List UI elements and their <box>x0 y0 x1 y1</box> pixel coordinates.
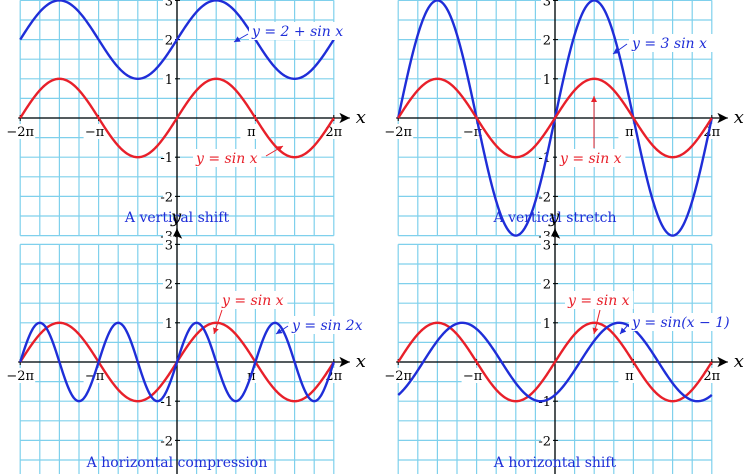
panel-caption: A horizontal shift <box>493 455 617 471</box>
curve-label-bg <box>557 149 626 167</box>
curve-label-pointer <box>265 145 284 157</box>
curve-label: y = sin x <box>195 151 258 167</box>
tick-label-bg <box>541 471 553 474</box>
curve-label: y = sin(x − 1) <box>631 315 730 331</box>
curve-label-bg <box>249 22 348 40</box>
y-tick-label: -2 <box>538 434 551 449</box>
panel-caption: A horizontal compression <box>86 455 268 471</box>
curve-label-bg <box>565 291 634 309</box>
tick-label-bg <box>541 236 553 252</box>
y-tick-label: -1 <box>538 395 551 410</box>
curve-label-bg <box>219 291 288 309</box>
x-axis-label: x <box>356 107 366 128</box>
tick-label-bg <box>383 368 414 383</box>
x-tick-label: −2π <box>6 369 34 384</box>
y-tick-label: 2 <box>543 278 551 293</box>
x-tick-label: −2π <box>384 369 412 384</box>
tick-label-bg <box>5 368 36 383</box>
curve-label: y = sin x <box>559 151 622 167</box>
series-line-2 <box>397 321 713 403</box>
curve-label: y = 3 sin x <box>631 36 707 52</box>
tick-label-bg <box>163 236 175 252</box>
tick-label-bg <box>163 0 175 8</box>
tick-label-bg <box>163 393 175 409</box>
tick-label-bg <box>163 471 175 474</box>
tick-label-bg <box>383 124 414 139</box>
tick-label-bg <box>541 275 553 291</box>
curve-label-pointer <box>612 43 628 55</box>
panel-caption: A vertical stretch <box>493 210 617 226</box>
tick-label-bg <box>163 149 175 165</box>
tick-label-bg <box>541 188 553 204</box>
series-line-2 <box>19 77 335 159</box>
tick-label-bg <box>163 432 175 448</box>
x-tick-label: 2π <box>325 125 342 140</box>
curve-label-pointer <box>275 325 289 335</box>
tick-label-bg <box>163 70 175 86</box>
x-axis-label: x <box>734 107 744 128</box>
y-tick-label: -2 <box>538 190 551 205</box>
x-tick-label: −π <box>85 125 105 140</box>
tick-label-bg <box>163 275 175 291</box>
y-tick-label: 3 <box>165 238 173 253</box>
x-tick-label: π <box>247 125 256 140</box>
tick-label-bg <box>541 70 553 86</box>
x-tick-label: π <box>625 369 634 384</box>
curve-label-pointer <box>592 309 601 335</box>
curve-label-bg <box>289 316 365 334</box>
tick-label-bg <box>541 314 553 330</box>
curve-label-bg <box>629 34 713 52</box>
series-line-2 <box>19 321 335 403</box>
curve-label-bg <box>629 313 736 331</box>
curve-label: y = sin x <box>221 293 284 309</box>
y-axis-label: y <box>170 206 182 227</box>
tick-label-bg <box>163 31 175 47</box>
tick-label-bg <box>5 124 36 139</box>
series-line-2 <box>397 77 713 159</box>
y-tick-label: 1 <box>543 73 551 88</box>
y-tick-label: 2 <box>165 34 173 49</box>
tick-label-bg <box>541 31 553 47</box>
curve-label: y = 2 + sin x <box>251 24 343 40</box>
x-tick-label: π <box>625 125 634 140</box>
x-axis-label: x <box>734 351 744 372</box>
tick-label-bg <box>541 432 553 448</box>
y-tick-label: 1 <box>165 317 173 332</box>
y-tick-label: 3 <box>165 0 173 9</box>
curve-label-pointer <box>213 309 223 335</box>
y-axis-label: y <box>548 206 560 227</box>
x-tick-label: −2π <box>384 125 412 140</box>
series-line-1 <box>19 0 335 80</box>
y-tick-label: -2 <box>160 434 173 449</box>
tick-label-bg <box>163 314 175 330</box>
x-tick-label: −π <box>463 369 483 384</box>
curve-label: y = sin 2x <box>291 318 363 334</box>
panel-caption: A vertical shift <box>124 210 230 226</box>
curve-label: y = sin x <box>567 293 630 309</box>
tick-label-bg <box>163 188 175 204</box>
curve-label-pointer <box>233 33 249 43</box>
y-tick-label: 1 <box>543 317 551 332</box>
x-tick-label: −2π <box>6 125 34 140</box>
y-tick-label: 3 <box>543 0 551 9</box>
y-tick-label: 1 <box>165 73 173 88</box>
x-tick-label: 2π <box>703 369 720 384</box>
y-tick-label: 2 <box>543 34 551 49</box>
x-axis-label: x <box>356 351 366 372</box>
y-tick-label: 3 <box>543 238 551 253</box>
curve-label-pointer <box>619 324 629 335</box>
y-tick-label: -1 <box>160 395 173 410</box>
tick-label-bg <box>541 0 553 8</box>
y-tick-label: -2 <box>160 190 173 205</box>
y-tick-label: -1 <box>160 151 173 166</box>
curve-label-bg <box>193 149 262 167</box>
y-tick-label: 2 <box>165 278 173 293</box>
